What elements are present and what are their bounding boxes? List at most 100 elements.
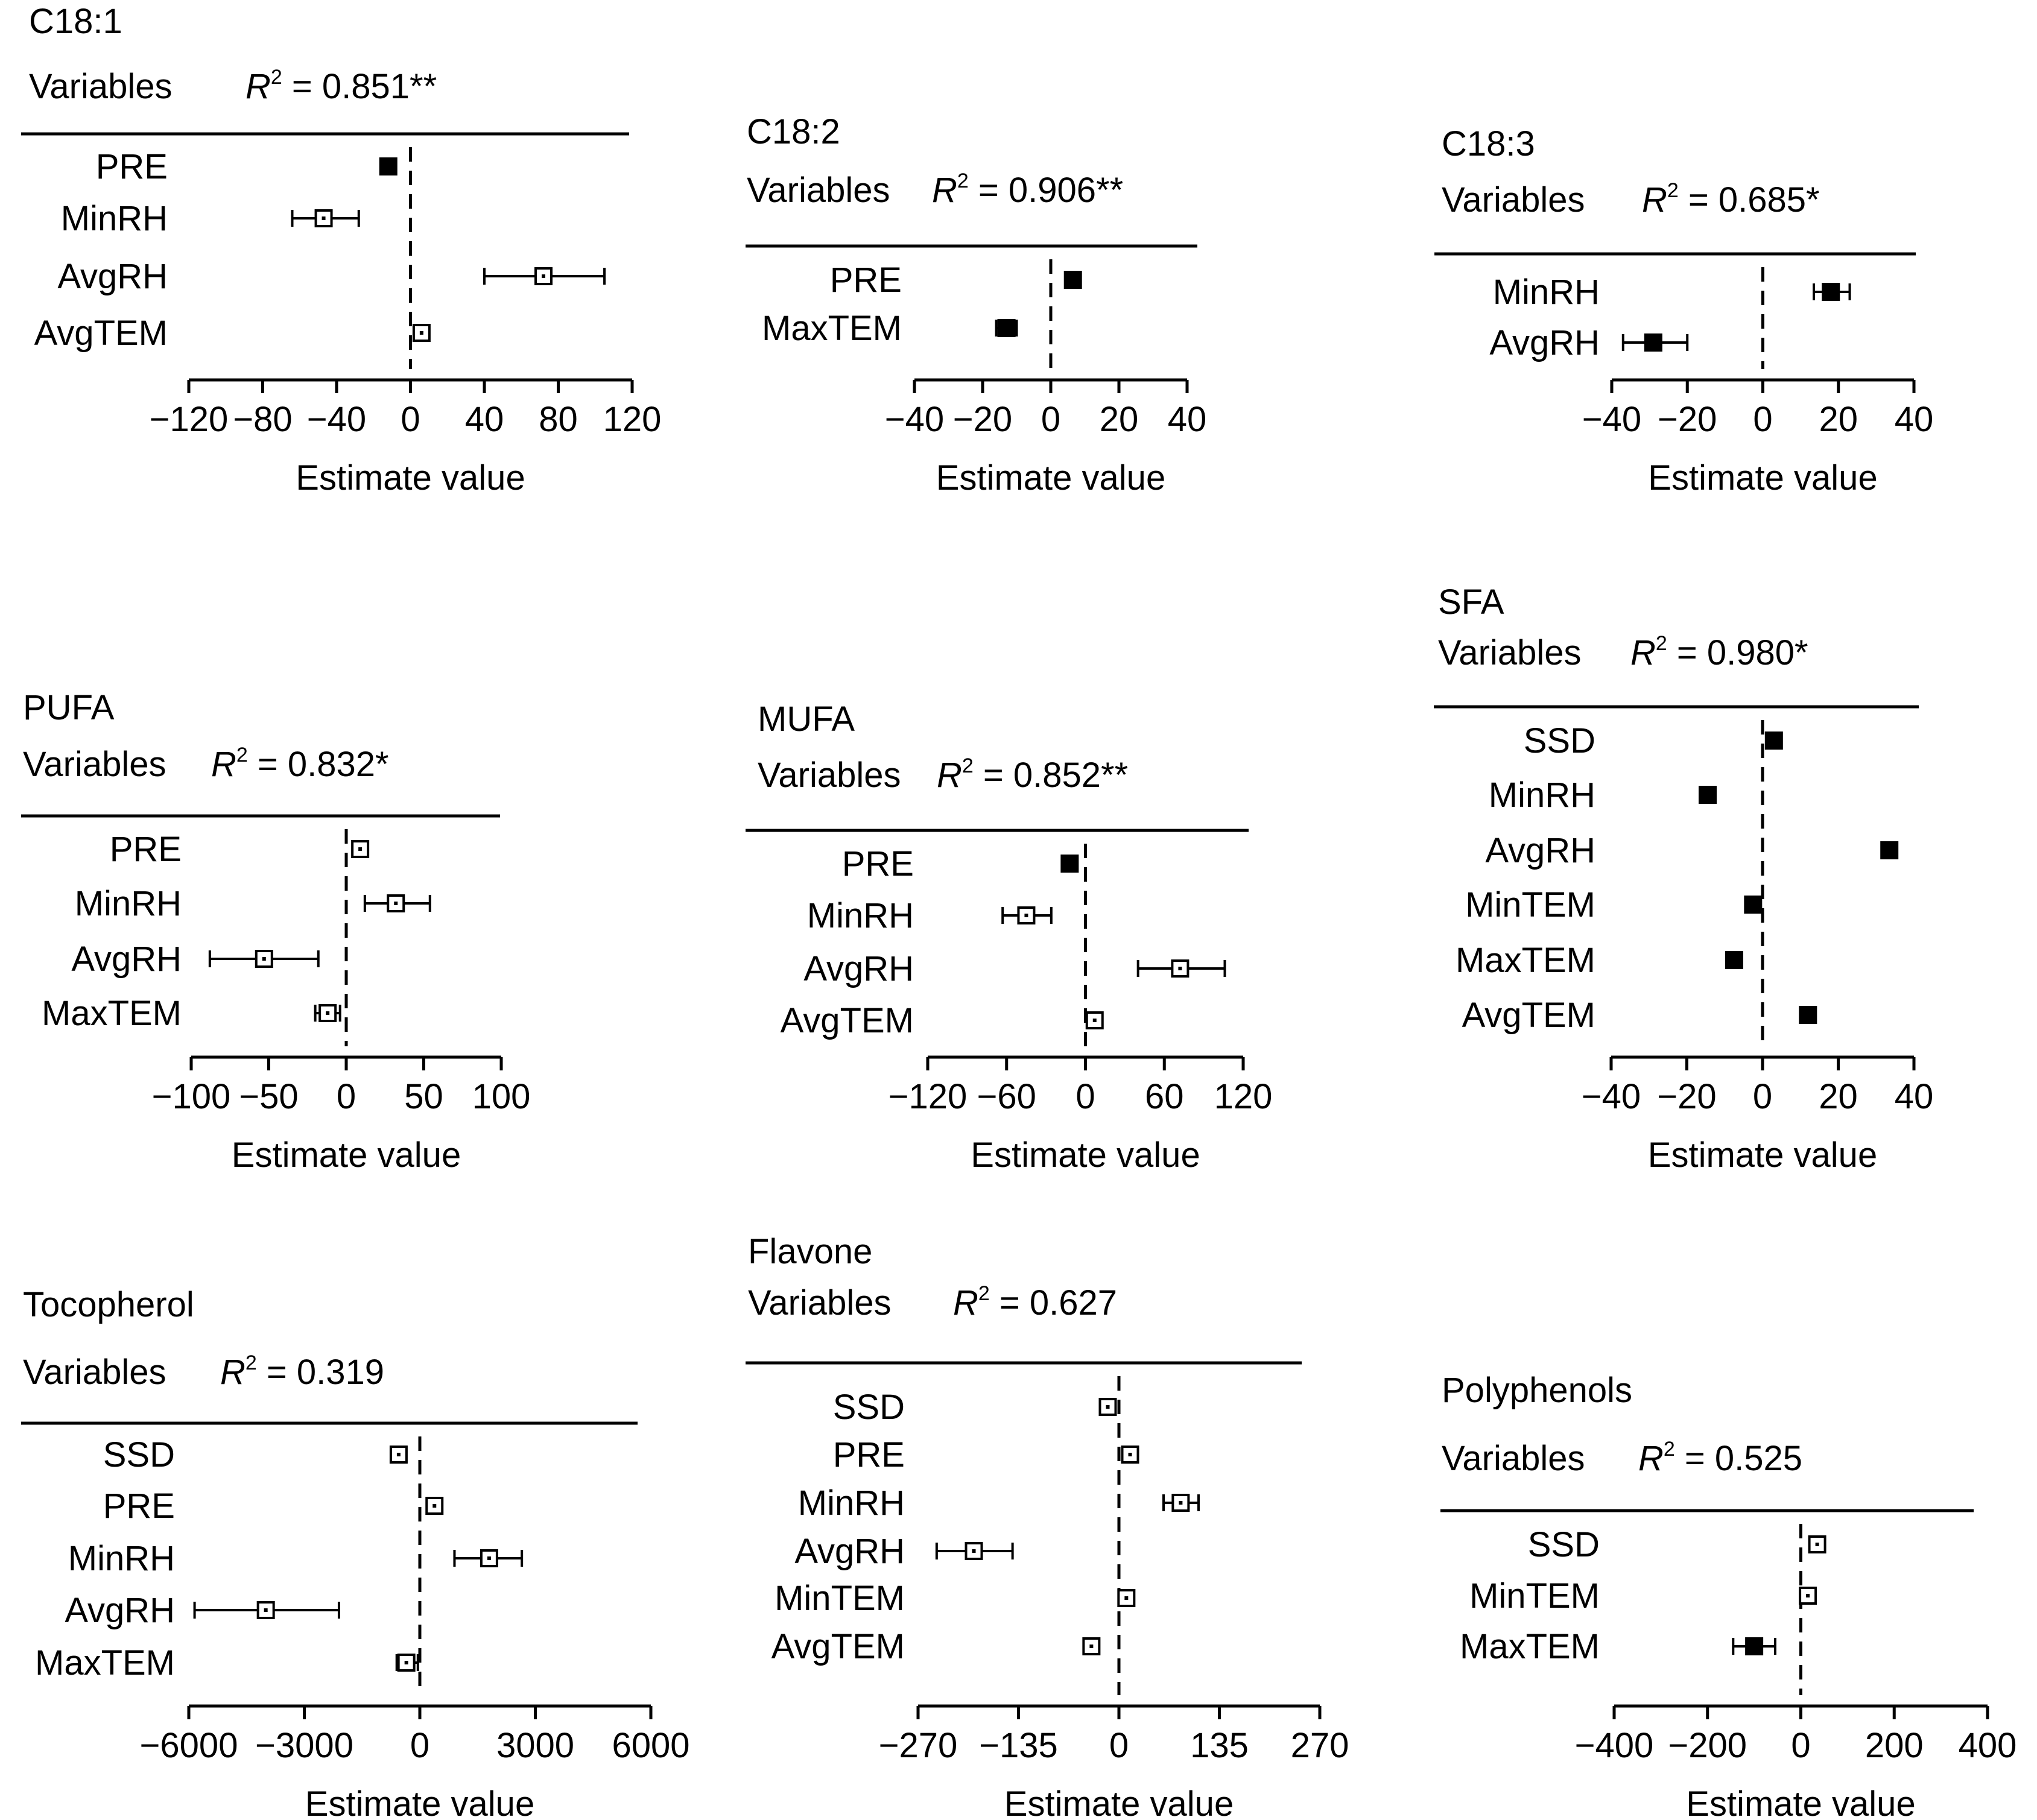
x-axis-title: Estimate value: [971, 1136, 1200, 1175]
x-tick-label: −6000: [140, 1726, 238, 1765]
r-symbol: R: [1642, 180, 1667, 220]
row-label: PRE: [110, 830, 182, 869]
row-label: MaxTEM: [1460, 1627, 1600, 1666]
row-label: SSD: [103, 1435, 175, 1474]
x-tick-label: 20: [1100, 400, 1139, 439]
r-superscript: 2: [1667, 179, 1679, 202]
estimate-marker-open: [1171, 1494, 1190, 1512]
x-tick-label: 0: [401, 400, 420, 439]
x-tick-label: 0: [1109, 1726, 1129, 1765]
x-tick-label: 0: [410, 1726, 429, 1765]
x-tick-label: −60: [977, 1077, 1036, 1116]
x-tick-label: 60: [1145, 1077, 1184, 1116]
estimate-marker-dot: [1128, 1453, 1132, 1456]
estimate-marker-filled: [1764, 731, 1783, 750]
estimate-marker-open: [387, 894, 405, 912]
x-tick-label: 120: [603, 400, 662, 439]
r-superscript: 2: [957, 169, 969, 192]
x-axis-title: Estimate value: [1686, 1784, 1915, 1820]
r-squared-value: = 0.525: [1675, 1439, 1802, 1478]
panel-title: C18:2: [747, 112, 840, 151]
row-label: AvgTEM: [34, 314, 168, 353]
estimate-marker-filled: [1880, 841, 1899, 859]
variables-header: Variables: [747, 171, 890, 210]
r-symbol: R: [937, 756, 962, 795]
variables-header: Variables: [1438, 633, 1582, 672]
estimate-marker-dot: [432, 1504, 437, 1508]
r-squared-label: R2 = 0.832*: [211, 744, 389, 784]
estimate-marker-filled: [1725, 951, 1743, 969]
estimate-marker-dot: [322, 216, 326, 220]
row-label: MinRH: [61, 199, 168, 238]
row-label: SSD: [833, 1388, 905, 1427]
x-tick-label: −50: [239, 1077, 298, 1116]
x-tick-label: 50: [404, 1077, 443, 1116]
x-axis-title: Estimate value: [1004, 1784, 1234, 1820]
estimate-marker-dot: [394, 902, 398, 905]
r-superscript: 2: [236, 744, 248, 766]
variables-header: Variables: [748, 1283, 892, 1322]
r-squared-value: = 0.852**: [974, 756, 1128, 795]
row-label: AvgTEM: [781, 1001, 914, 1040]
estimate-marker-filled: [379, 157, 398, 175]
row-label: MinRH: [75, 884, 182, 923]
r-squared-label: R2 = 0.852**: [937, 754, 1128, 795]
row-label: AvgRH: [57, 257, 168, 296]
panel-title: PUFA: [23, 688, 115, 727]
x-tick-label: 0: [1041, 400, 1060, 439]
row-label: MaxTEM: [35, 1643, 175, 1683]
estimate-marker-filled: [1060, 855, 1079, 873]
r-symbol: R: [1638, 1439, 1664, 1478]
r-squared-value: = 0.980*: [1667, 633, 1808, 672]
x-tick-label: −400: [1575, 1726, 1654, 1765]
x-tick-label: 40: [1895, 400, 1934, 439]
estimate-marker-filled: [1799, 1006, 1817, 1024]
estimate-marker-dot: [404, 1661, 408, 1664]
r-superscript: 2: [978, 1282, 990, 1305]
r-superscript: 2: [962, 754, 974, 777]
x-tick-label: −120: [889, 1077, 968, 1116]
estimate-marker-dot: [1179, 1501, 1183, 1505]
estimate-marker-dot: [487, 1556, 491, 1560]
estimate-marker-dot: [264, 1608, 268, 1612]
row-label: AvgRH: [71, 940, 182, 979]
estimate-marker-open: [318, 1004, 337, 1022]
panel-title: Tocopherol: [23, 1285, 194, 1324]
x-tick-label: 0: [1076, 1077, 1095, 1116]
forest-panel: MUFA Variables R2 = 0.852** PRE MinRH AvgRH Av…: [746, 700, 1272, 1175]
variables-header: Variables: [1442, 1439, 1585, 1478]
row-label: MinRH: [807, 896, 914, 935]
x-tick-label: −3000: [255, 1726, 353, 1765]
x-tick-label: −40: [1582, 1077, 1641, 1116]
r-squared-value: = 0.685*: [1679, 180, 1820, 220]
x-tick-label: −270: [879, 1726, 958, 1765]
x-tick-label: 6000: [612, 1726, 689, 1765]
r-symbol: R: [953, 1283, 978, 1322]
row-label: AvgRH: [1485, 831, 1595, 870]
row-label: AvgRH: [803, 949, 914, 988]
x-tick-label: −20: [1658, 400, 1717, 439]
row-label: MinTEM: [1469, 1576, 1600, 1616]
x-tick-label: −40: [307, 400, 366, 439]
r-superscript: 2: [1656, 632, 1667, 655]
row-label: AvgRH: [794, 1532, 905, 1571]
estimate-marker-dot: [972, 1549, 976, 1553]
row-label: AvgRH: [65, 1591, 175, 1630]
r-squared-value: = 0.906**: [969, 171, 1123, 210]
x-tick-label: −20: [1657, 1077, 1716, 1116]
r-superscript: 2: [1664, 1438, 1675, 1461]
estimate-marker-dot: [1024, 914, 1028, 917]
x-tick-label: −100: [152, 1077, 231, 1116]
estimate-marker-dot: [396, 1453, 401, 1456]
x-tick-label: 0: [337, 1077, 356, 1116]
r-squared-label: R2 = 0.980*: [1630, 632, 1808, 672]
x-tick-label: 270: [1291, 1726, 1349, 1765]
estimate-marker-filled: [997, 319, 1016, 337]
r-superscript: 2: [271, 66, 282, 89]
r-symbol: R: [211, 745, 236, 784]
x-tick-label: −120: [150, 400, 229, 439]
estimate-marker-open: [389, 1446, 408, 1464]
estimate-marker-dot: [326, 1011, 330, 1015]
variables-header: Variables: [758, 756, 901, 795]
